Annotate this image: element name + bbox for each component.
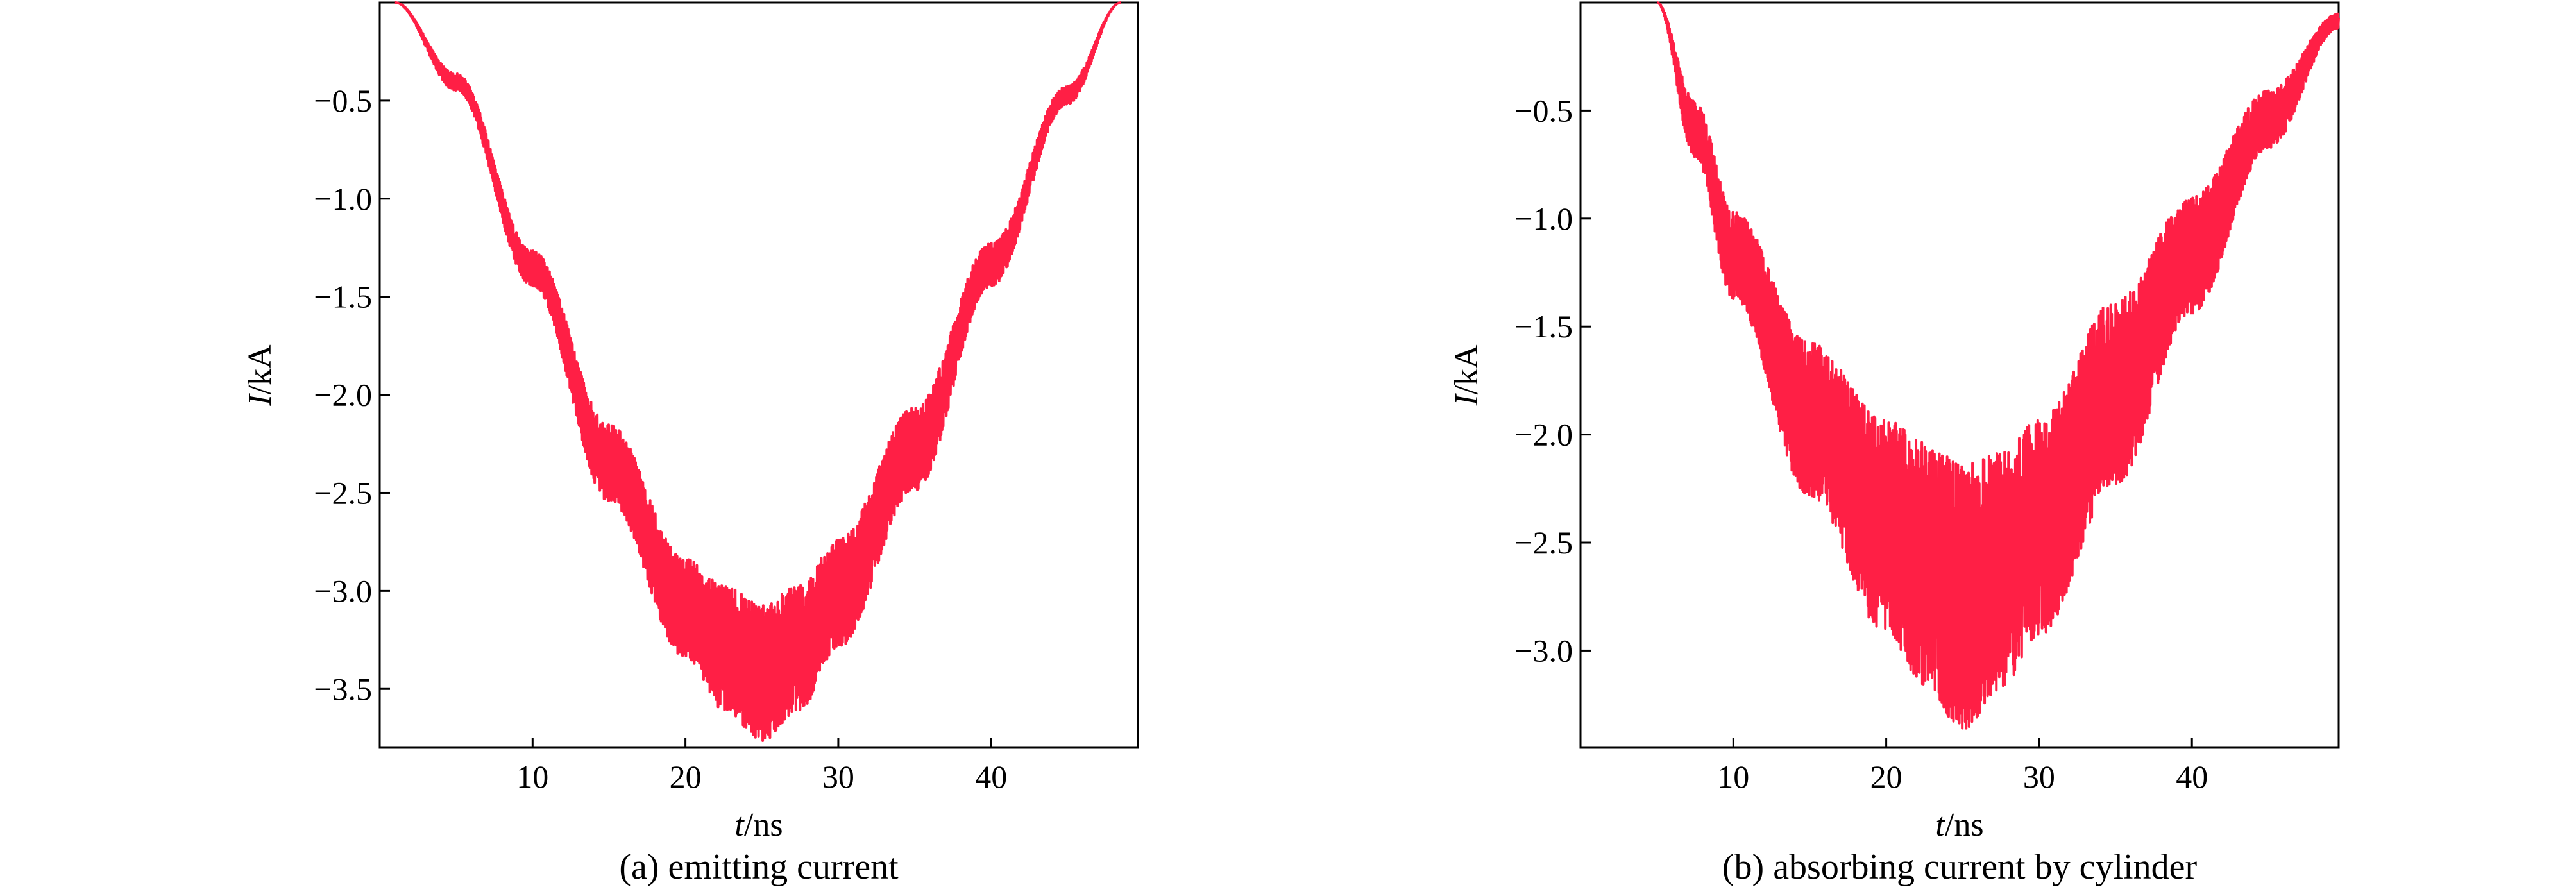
y-tick-label-a-1: −1.0: [314, 181, 372, 217]
current-trace-a: [394, 1, 1122, 742]
y-tick-label-b-4: −2.5: [1514, 525, 1573, 561]
x-axis-label-a: t/ns: [734, 807, 783, 843]
y-tick-label-b-1: −1.0: [1514, 201, 1573, 237]
caption-b: (b) absorbing current by cylinder: [1722, 847, 2198, 887]
y-axis-label-b: I/kA: [1448, 344, 1485, 407]
tick-group-b: 10 20 30 40 −0.5 −1.0 −1.5 −2.0 −2.5 −3.0: [1514, 92, 2208, 795]
x-tick-label-a-3: 40: [975, 759, 1007, 795]
caption-a: (a) emitting current: [619, 847, 899, 887]
y-tick-label-b-5: −3.0: [1514, 632, 1573, 668]
x-tick-label-a-1: 20: [670, 759, 702, 795]
y-tick-label-a-0: −0.5: [314, 83, 372, 119]
x-tick-label-b-0: 10: [1717, 759, 1749, 795]
x-tick-label-b-3: 40: [2176, 759, 2208, 795]
y-tick-label-b-0: −0.5: [1514, 92, 1573, 128]
tick-group-a: 10 20 30 40 −0.5 −1.0 −1.5 −2.0 −2.5 −3.0 −3.5: [314, 83, 1007, 795]
series-group-b: [1656, 1, 2340, 730]
current-trace-b: [1656, 1, 2340, 730]
panel-b: 10 20 30 40 −0.5 −1.0 −1.5 −2.0 −2.5 −3.0 t/ns I/…: [1448, 1, 2340, 887]
y-tick-label-a-5: −3.0: [314, 573, 372, 609]
x-tick-label-b-1: 20: [1870, 759, 1902, 795]
y-tick-label-a-6: −3.5: [314, 671, 372, 707]
y-tick-label-a-3: −2.0: [314, 377, 372, 413]
series-group-a: [394, 1, 1122, 742]
panel-a: 10 20 30 40 −0.5 −1.0 −1.5 −2.0 −2.5 −3.0 −3.5 t/n…: [242, 1, 1139, 887]
y-tick-label-b-2: −1.5: [1514, 308, 1573, 344]
y-tick-label-a-4: −2.5: [314, 475, 372, 510]
x-tick-label-a-0: 10: [516, 759, 548, 795]
x-tick-label-a-2: 30: [822, 759, 854, 795]
plot-frame-a: [378, 1, 1139, 749]
x-axis-label-b: t/ns: [1935, 807, 1983, 843]
plot-frame-b: [1579, 1, 2340, 749]
y-tick-label-b-3: −2.0: [1514, 417, 1573, 453]
y-tick-label-a-2: −1.5: [314, 279, 372, 315]
y-axis-label-a: I/kA: [242, 344, 278, 407]
x-tick-label-b-2: 30: [2023, 759, 2055, 795]
